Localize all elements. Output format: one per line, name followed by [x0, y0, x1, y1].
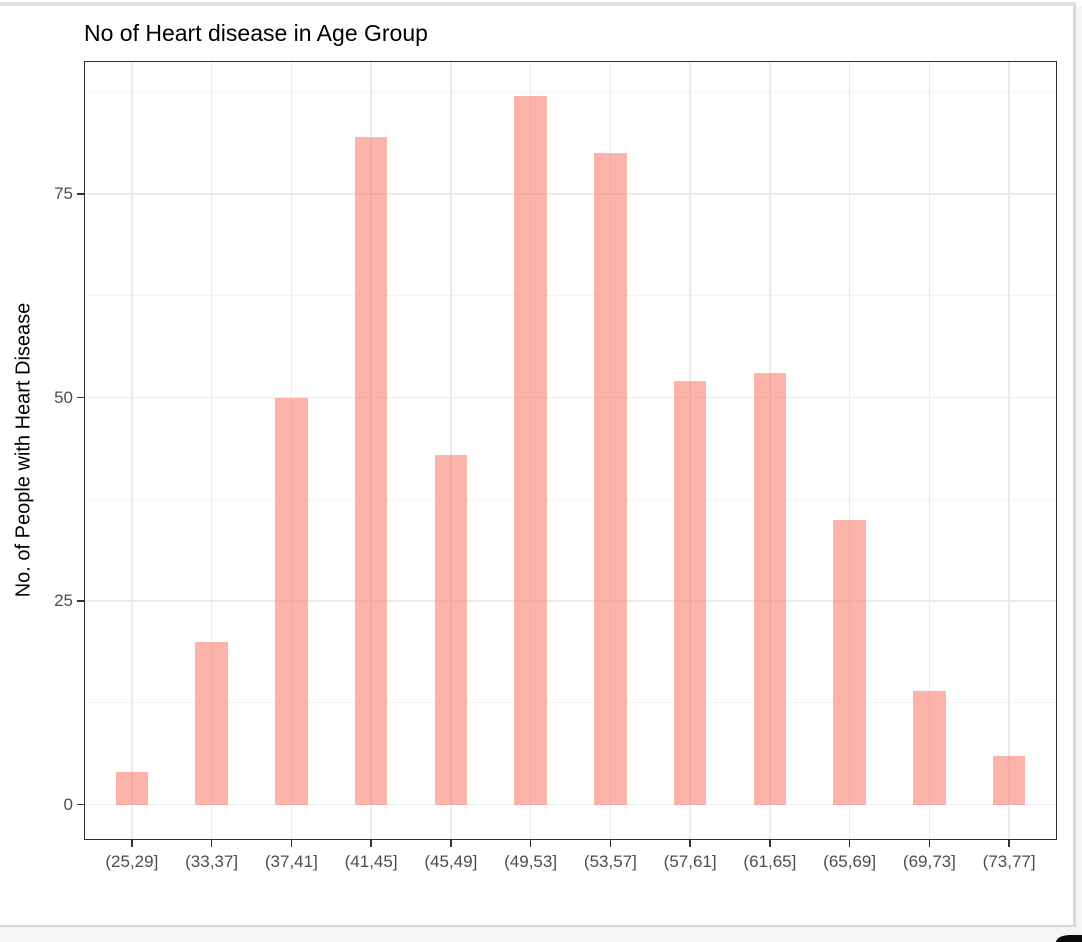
x-axis-tick [370, 840, 372, 847]
corner-shape [1056, 935, 1082, 942]
y-tick-label: 0 [63, 794, 73, 814]
y-tick-label: 50 [54, 387, 73, 407]
y-axis-title-text: No. of People with Heart Disease [12, 302, 35, 598]
gridline-vertical [210, 61, 213, 840]
x-axis-tick [131, 840, 133, 847]
bar-(65,69] [833, 519, 866, 805]
x-tick-label: (69,73] [902, 852, 956, 871]
x-axis-tick [928, 840, 931, 847]
x-axis-tick [1008, 840, 1010, 847]
bar-(53,57] [594, 153, 627, 805]
bar-(61,65] [753, 373, 787, 805]
x-tick-label: (57,61] [663, 852, 717, 871]
bar-(45,49] [434, 454, 468, 805]
gridline-minor [84, 702, 1057, 704]
x-axis-tick [689, 840, 691, 847]
plot-frame-bottom-border [0, 925, 1076, 927]
y-tick-label: 25 [54, 591, 73, 611]
x-tick-label: (33,37] [185, 852, 239, 871]
x-tick-label: (25,29] [105, 852, 159, 871]
plot-panel [84, 61, 1057, 840]
bar-(37,41] [275, 397, 308, 805]
bar-(73,77] [992, 755, 1026, 805]
x-tick-label: (73,77] [982, 852, 1036, 871]
gridline-major [84, 396, 1057, 399]
y-tick-label: 75 [54, 184, 73, 204]
bar-(57,61] [673, 381, 707, 805]
bottom-gutter [0, 927, 1076, 942]
x-tick-label: (45,49] [424, 852, 478, 871]
x-tick-label: (41,45] [344, 852, 398, 871]
x-axis-tick [290, 840, 293, 847]
plot-frame-right-border [1073, 6, 1076, 925]
gridline-vertical [1008, 61, 1010, 840]
gridline-vertical [928, 61, 931, 840]
gridline-minor [84, 498, 1057, 500]
chart-title: No of Heart disease in Age Group [84, 20, 428, 46]
gridline-vertical [131, 61, 133, 840]
right-gutter [1076, 6, 1082, 942]
gridline-major [84, 193, 1057, 195]
y-axis-tick [77, 193, 84, 195]
y-axis-tick [77, 396, 84, 399]
x-axis-tick [609, 840, 612, 847]
bar-(41,45] [354, 137, 388, 805]
x-tick-label: (37,41] [264, 852, 318, 871]
gridline-vertical [848, 61, 851, 840]
bar-(69,73] [913, 690, 946, 805]
x-tick-label: (49,53] [504, 852, 558, 871]
bar-(33,37] [195, 641, 228, 805]
y-axis-tick [77, 803, 84, 806]
gridline-minor [84, 91, 1057, 93]
y-axis-tick [77, 600, 84, 602]
bar-(25,29] [115, 772, 149, 805]
x-axis-tick [210, 840, 213, 847]
gridline-minor [84, 295, 1057, 297]
gridline-major [84, 803, 1057, 806]
x-axis-tick [529, 840, 532, 847]
x-tick-label: (65,69] [823, 852, 877, 871]
gridline-major [84, 600, 1057, 602]
x-tick-label: (53,57] [583, 852, 637, 871]
bar-chart: No of Heart disease in Age Group No. of … [0, 6, 1073, 925]
x-axis-tick [769, 840, 771, 847]
x-axis-tick [450, 840, 452, 847]
bar-(49,53] [514, 96, 547, 805]
gridline-vertical [450, 61, 452, 840]
x-tick-label: (61,65] [743, 852, 797, 871]
window-top-divider [0, 2, 1076, 6]
x-axis-tick [848, 840, 851, 847]
